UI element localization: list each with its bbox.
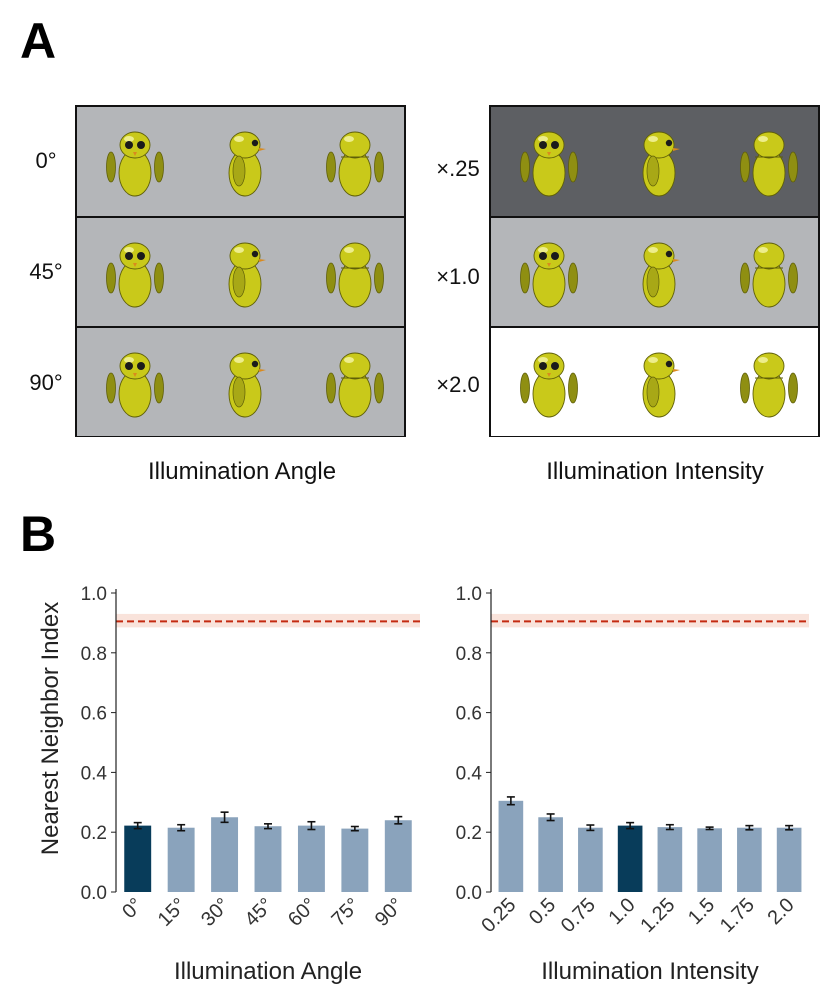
figurine-side-view: [215, 123, 275, 206]
y-tick-label: 0.2: [456, 823, 482, 844]
illumination-angle-bar-chart: 0.0 0.2 0.4 0.6 0.8 1.0 0° 15° 30° 45° 60° 75° 90° Il…: [37, 584, 420, 985]
x-tick-label: 90°: [371, 894, 408, 931]
row-label-intensity-025: ×.25: [436, 156, 480, 181]
bar: [124, 825, 152, 892]
bar: [538, 817, 563, 892]
figurine-front-view: [519, 234, 579, 317]
intensity-row-0: [491, 107, 818, 217]
y-tick-label: 0.8: [81, 644, 107, 665]
error-bar: [705, 826, 714, 831]
y-tick-label: 1.0: [456, 584, 482, 605]
x-axis-label: Illumination Angle: [174, 958, 362, 985]
bar: [498, 800, 524, 892]
x-tick-label: 30°: [197, 894, 234, 931]
figurine-back-view: [739, 123, 799, 206]
angle-row-1: [77, 216, 404, 327]
error-bar: [626, 821, 635, 830]
figurine-back-view: [325, 234, 385, 317]
bar: [297, 825, 325, 892]
figurine-front-view: [519, 123, 579, 206]
error-bar: [264, 823, 272, 830]
y-tick-label: 0.2: [81, 823, 107, 844]
row-label-angle-90: 90°: [29, 370, 63, 395]
x-tick-label: 45°: [241, 894, 278, 931]
x-tick-label: 0.5: [525, 894, 560, 929]
angle-row-2: [77, 326, 404, 436]
figurine-side-view: [629, 123, 689, 206]
bar: [697, 828, 722, 892]
row-label-intensity-20: ×2.0: [436, 372, 480, 397]
row-label-intensity-10: ×1.0: [436, 264, 480, 289]
bar: [384, 820, 412, 892]
row-label-angle-45: 45°: [29, 259, 63, 284]
row-label-angle-0: 0°: [35, 148, 57, 173]
x-tick-label: 1.25: [636, 894, 679, 937]
intensity-row-1: [491, 216, 818, 327]
bar: [211, 817, 239, 892]
caption-illumination-intensity: Illumination Intensity: [546, 458, 764, 485]
x-tick-label: 0.75: [557, 894, 600, 937]
illumination-intensity-image-grid: [489, 105, 820, 437]
bar: [167, 827, 195, 892]
error-bar: [220, 811, 229, 824]
figurine-front-view: [105, 123, 165, 206]
error-bar: [506, 796, 515, 806]
illumination-intensity-bar-chart: 0.00.20.40.60.81.00.25 0.50.75 1.01.25 1.51…: [456, 584, 809, 985]
figurine-back-view: [325, 123, 385, 206]
y-tick-label: 1.0: [81, 584, 107, 605]
illumination-angle-image-grid: [75, 105, 406, 437]
y-tick-label: 0.6: [81, 704, 107, 725]
figurine-front-view: [105, 234, 165, 317]
y-tick-label: 0.6: [456, 704, 482, 725]
error-bar: [133, 821, 142, 830]
x-tick-label: 60°: [284, 894, 321, 931]
bar: [341, 828, 369, 892]
figurine-front-view: [519, 344, 579, 427]
panel-a-label: A: [20, 13, 57, 69]
angle-row-0: [77, 107, 404, 217]
bar: [657, 827, 683, 892]
y-tick-label: 0.4: [456, 763, 483, 784]
figurine-side-view: [629, 234, 689, 317]
error-bar: [394, 815, 403, 825]
y-axis-label: Nearest Neighbor Index: [37, 602, 64, 855]
x-tick-label: 75°: [327, 894, 364, 931]
error-bar: [745, 824, 754, 831]
y-tick-label: 0.4: [81, 763, 108, 784]
reference-band: [116, 613, 420, 628]
bar: [776, 827, 802, 892]
figurine-side-view: [215, 344, 275, 427]
y-tick-label: 0.8: [456, 644, 482, 665]
x-tick-label: 0°: [118, 894, 147, 923]
x-tick-label: 15°: [154, 894, 191, 931]
bar: [737, 827, 762, 892]
figurine-back-view: [325, 344, 385, 427]
error-bar: [785, 824, 794, 831]
x-axis-label: Illumination Intensity: [541, 958, 758, 985]
error-bar: [307, 820, 316, 831]
panel-b-label: B: [20, 506, 57, 562]
x-tick-label: 1.5: [684, 894, 719, 929]
error-bar: [586, 824, 595, 832]
bar: [254, 826, 282, 892]
caption-illumination-angle: Illumination Angle: [147, 458, 337, 485]
x-tick-label: 2.0: [763, 894, 798, 929]
x-tick-label: 0.25: [477, 894, 520, 937]
x-tick-label: 1.75: [716, 894, 759, 937]
y-tick-label: 0.0: [81, 883, 107, 904]
error-bar: [665, 823, 674, 831]
intensity-row-2: [491, 326, 818, 436]
figurine-side-view: [215, 234, 275, 317]
error-bar: [177, 823, 186, 832]
figurine-back-view: [739, 234, 799, 317]
figurine-back-view: [739, 344, 799, 427]
figurine-side-view: [629, 344, 689, 427]
y-tick-label: 0.0: [456, 883, 482, 904]
figurine-front-view: [105, 344, 165, 427]
bar: [617, 825, 643, 892]
x-tick-label: 1.0: [604, 894, 639, 929]
error-bar: [546, 813, 555, 822]
bar: [578, 827, 603, 892]
error-bar: [350, 825, 359, 832]
